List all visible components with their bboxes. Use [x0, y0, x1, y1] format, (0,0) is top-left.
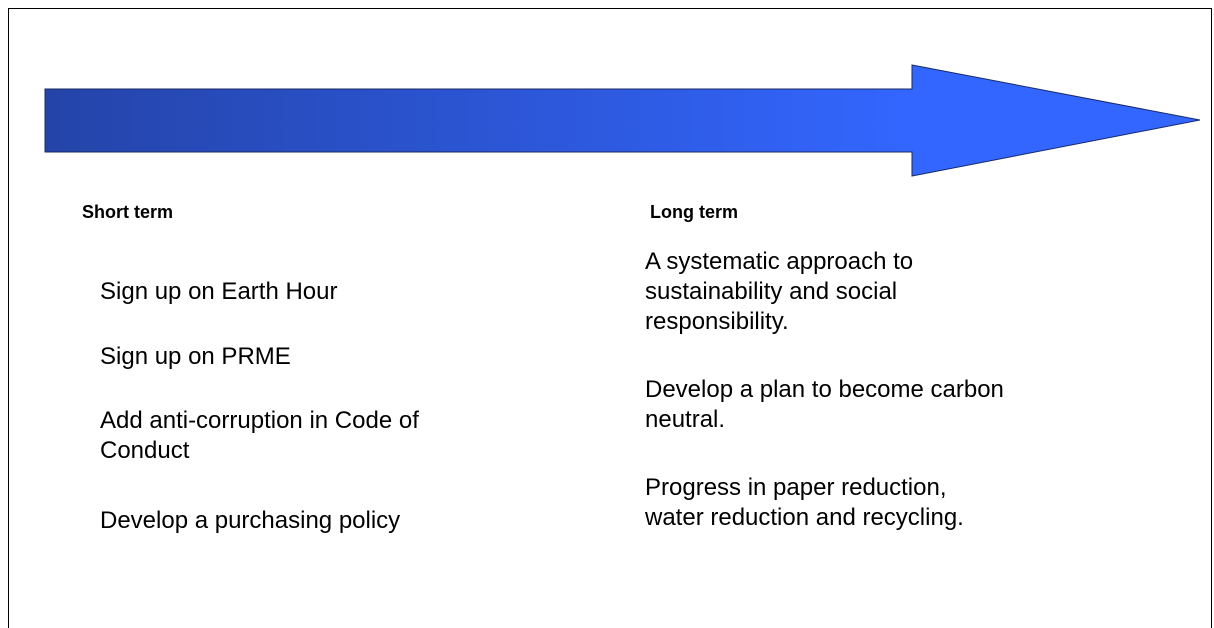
arrow-graphic [44, 64, 1201, 177]
item-text: neutral. [645, 406, 726, 433]
column-header: Short term [82, 202, 174, 222]
item-text: Develop a plan to become carbon [645, 376, 1004, 403]
column-header: Long term [650, 202, 738, 222]
item-text: A systematic approach to [645, 248, 914, 275]
item-text: Conduct [100, 437, 190, 464]
item-text: Develop a purchasing policy [100, 507, 401, 534]
arrow [44, 64, 1201, 177]
item-text: sustainability and social [645, 278, 898, 305]
frame [8, 8, 1212, 628]
item-text: Progress in paper reduction, [645, 474, 947, 501]
item-text: water reduction and recycling. [645, 504, 964, 531]
item-text: Sign up on Earth Hour [100, 278, 338, 305]
item-text: Sign up on PRME [100, 343, 291, 370]
item-text: Add anti-corruption in Code of [100, 407, 419, 434]
item-text: responsibility. [645, 308, 789, 335]
